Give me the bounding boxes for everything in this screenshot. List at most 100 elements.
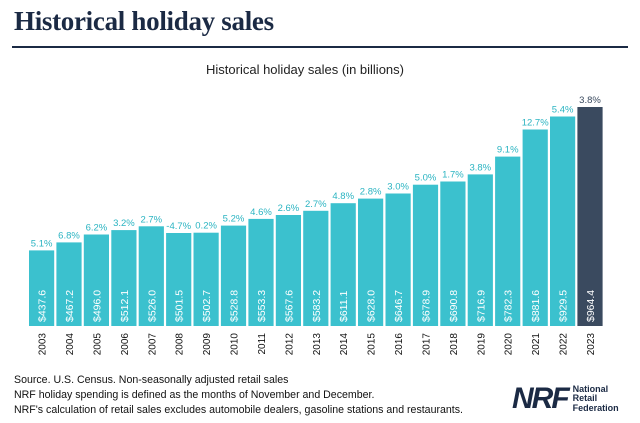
value-label-2020: $782.3 xyxy=(503,290,515,322)
year-label-2017: 2017 xyxy=(422,333,433,356)
value-label-2008: $501.5 xyxy=(174,290,186,322)
footnotes: Source. U.S. Census. Non-seasonally adju… xyxy=(14,373,463,418)
year-label-2003: 2003 xyxy=(38,333,49,356)
growth-labels-group: 5.1% 6.8% 6.2% 3.2% 2.7% -4.7% 0.2% 5.2% 4.6% 2.6… xyxy=(31,95,602,249)
growth-label-2023: 3.8% xyxy=(579,95,601,106)
growth-label-2015: 2.8% xyxy=(360,187,382,198)
bar-chart: Historical holiday sales (in billions) 5… xyxy=(29,62,603,356)
year-label-2012: 2012 xyxy=(284,333,295,356)
year-label-2015: 2015 xyxy=(367,333,378,356)
bar-2016 xyxy=(385,193,411,326)
bar-2023 xyxy=(577,107,603,326)
value-label-2003: $437.6 xyxy=(37,290,49,322)
growth-label-2011: 4.6% xyxy=(250,207,272,218)
footnote-definition: NRF holiday spending is defined as the m… xyxy=(14,389,375,401)
nrf-logo-text: National Retail Federation xyxy=(572,383,619,414)
title-divider xyxy=(12,46,628,48)
growth-label-2013: 2.7% xyxy=(305,199,327,210)
bar-2022 xyxy=(550,116,576,326)
nrf-logo: NRF National Retail Federation xyxy=(512,384,619,414)
year-label-2011: 2011 xyxy=(257,333,268,355)
growth-label-2020: 9.1% xyxy=(497,145,519,156)
growth-label-2021: 12.7% xyxy=(522,118,549,129)
value-label-2019: $716.9 xyxy=(475,290,487,322)
footnote-calculation: NRF's calculation of retail sales exclud… xyxy=(14,404,463,416)
growth-label-2012: 2.6% xyxy=(278,203,300,214)
bar-2013 xyxy=(303,210,329,326)
bar-2015 xyxy=(358,198,384,326)
year-label-2006: 2006 xyxy=(120,333,131,356)
bar-2005 xyxy=(83,234,109,326)
bar-2011 xyxy=(248,218,274,326)
year-label-2020: 2020 xyxy=(504,333,515,356)
value-labels-group: $437.6 $467.2 $496.0 $512.1 $526.0 $501.5 $502… xyxy=(37,290,597,322)
value-label-2009: $502.7 xyxy=(201,290,213,322)
growth-label-2016: 3.0% xyxy=(387,182,409,193)
growth-label-2018: 1.7% xyxy=(442,170,464,181)
year-label-2023: 2023 xyxy=(586,333,597,356)
value-label-2017: $678.9 xyxy=(421,290,433,322)
growth-label-2019: 3.8% xyxy=(469,162,491,173)
footnote-source: Source. U.S. Census. Non-seasonally adju… xyxy=(14,374,289,386)
year-label-2021: 2021 xyxy=(531,333,542,356)
value-label-2023: $964.4 xyxy=(585,290,597,322)
bar-2012 xyxy=(275,215,301,326)
nrf-logo-mark: NRF xyxy=(512,382,570,415)
bar-2004 xyxy=(56,242,82,326)
bar-2003 xyxy=(29,250,55,326)
growth-label-2006: 3.2% xyxy=(113,218,135,229)
year-label-2009: 2009 xyxy=(202,333,213,356)
year-label-2013: 2013 xyxy=(312,333,323,356)
bar-2006 xyxy=(111,230,137,326)
growth-label-2009: 0.2% xyxy=(195,221,217,232)
growth-label-2017: 5.0% xyxy=(415,173,437,184)
value-label-2021: $881.6 xyxy=(530,290,542,322)
year-label-2014: 2014 xyxy=(339,333,350,356)
value-label-2012: $567.6 xyxy=(283,290,295,322)
growth-label-2004: 6.8% xyxy=(58,230,80,241)
value-label-2005: $496.0 xyxy=(91,290,103,322)
bar-2007 xyxy=(138,226,164,326)
nrf-logo-line-3: Federation xyxy=(572,402,619,413)
value-label-2010: $528.8 xyxy=(229,290,241,322)
year-labels-group: 2003 2004 2005 2006 2007 2008 2009 2010 2011 2012… xyxy=(38,333,597,356)
year-label-2007: 2007 xyxy=(147,333,158,356)
year-label-2005: 2005 xyxy=(92,333,103,356)
bar-2010 xyxy=(220,225,247,326)
nrf-logo-line-2: Retail xyxy=(572,393,598,404)
growth-label-2010: 5.2% xyxy=(223,214,245,225)
bar-2009 xyxy=(193,232,219,326)
year-label-2019: 2019 xyxy=(476,333,487,356)
value-label-2014: $611.1 xyxy=(338,291,350,322)
growth-label-2008: -4.7% xyxy=(166,221,191,232)
growth-label-2014: 4.8% xyxy=(332,191,354,202)
page-title: Historical holiday sales xyxy=(14,6,274,36)
value-label-2016: $646.7 xyxy=(393,290,405,322)
year-label-2022: 2022 xyxy=(559,333,570,356)
growth-label-2003: 5.1% xyxy=(31,238,53,249)
bar-2014 xyxy=(330,203,356,326)
year-label-2018: 2018 xyxy=(449,333,460,356)
year-label-2016: 2016 xyxy=(394,333,405,356)
value-label-2015: $628.0 xyxy=(366,290,378,322)
nrf-logo-line-1: National xyxy=(572,383,609,394)
value-label-2007: $526.0 xyxy=(146,290,158,322)
value-label-2022: $929.5 xyxy=(558,290,570,322)
growth-label-2022: 5.4% xyxy=(552,105,574,116)
bar-2020 xyxy=(495,156,521,326)
bar-2018 xyxy=(440,181,466,326)
value-label-2004: $467.2 xyxy=(64,290,76,322)
year-label-2008: 2008 xyxy=(175,333,186,356)
growth-label-2005: 6.2% xyxy=(86,223,108,234)
bar-2021 xyxy=(522,129,548,326)
bar-2008 xyxy=(166,233,192,326)
value-label-2006: $512.1 xyxy=(119,290,131,322)
bar-2017 xyxy=(412,184,439,326)
growth-label-2007: 2.7% xyxy=(140,214,162,225)
chart-title: Historical holiday sales (in billions) xyxy=(206,62,404,77)
value-label-2013: $583.2 xyxy=(311,290,323,322)
bar-2019 xyxy=(467,174,493,326)
value-label-2018: $690.8 xyxy=(448,290,460,322)
value-label-2011: $553.3 xyxy=(256,290,268,322)
year-label-2004: 2004 xyxy=(65,333,76,356)
